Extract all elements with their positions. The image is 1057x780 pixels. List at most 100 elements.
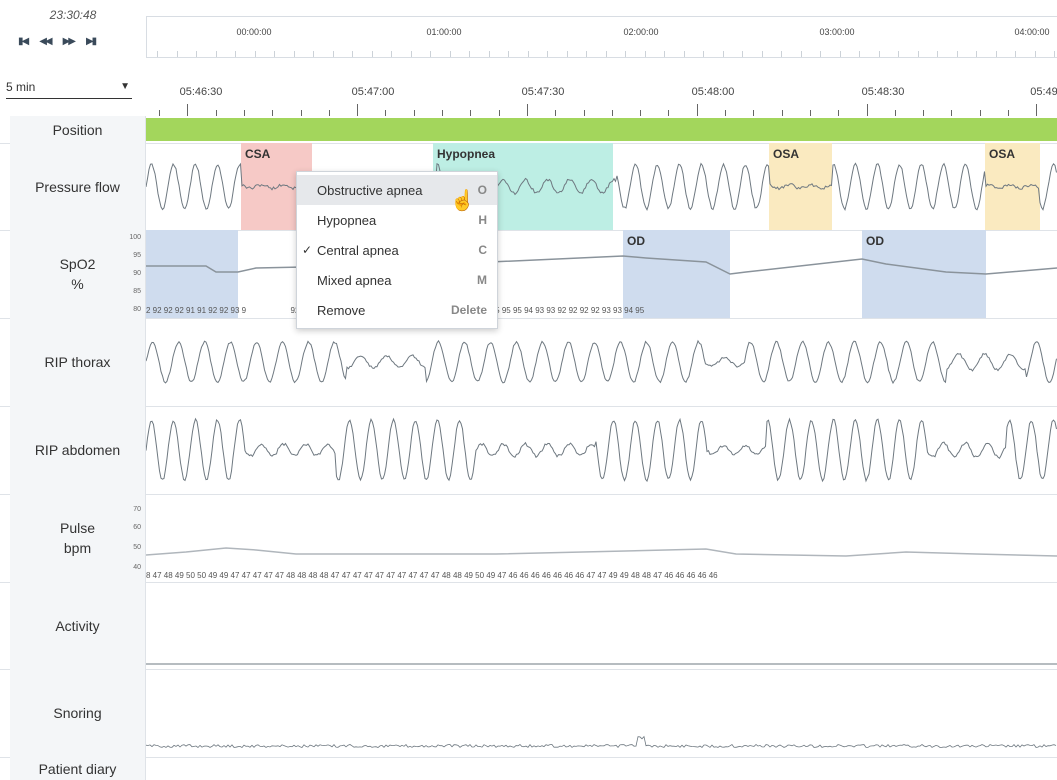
channel-unit: % [71,276,84,292]
time-label: 05:48:30 [861,86,905,98]
menu-item-central-apnea[interactable]: ✓ Central apnea C [297,235,497,265]
overview-tick [742,51,743,57]
scale-label: 70 [133,506,141,513]
event-od[interactable] [623,230,730,318]
overview-tick [625,51,626,57]
time-tick [187,104,189,116]
channel-label: SpO2 [59,256,96,272]
time-label: 05:46:30 [179,86,223,98]
time-tick [640,110,642,116]
overview-tick [859,51,860,57]
overview-tick [761,51,763,57]
time-tick [498,110,500,116]
signal-plot-svg[interactable]: CSA Hypopnea OSA OSA OD OD 2 92 92 92 91… [146,116,1057,780]
time-tick [159,110,160,116]
overview-tick [703,51,704,57]
overview-tick [566,51,568,57]
time-tick [413,110,415,116]
overview-tick [586,51,587,57]
menu-item-mixed-apnea[interactable]: Mixed apnea M [297,265,497,295]
overview-tick [605,51,607,57]
overview-tick [937,51,938,57]
overview-tick [820,51,821,57]
menu-item-label: Obstructive apnea [317,182,423,198]
menu-item-remove[interactable]: Remove Delete [297,295,497,325]
overview-tick [800,51,802,57]
channel-label: Pressure flow [10,143,146,230]
position-bar [146,118,1057,141]
menu-item-shortcut: O [477,183,487,197]
scale-label: 90 [133,270,141,277]
overview-label: 02:00:00 [623,27,659,37]
overview-tick [683,51,685,57]
pulse-trace [146,547,1057,557]
time-tick [979,110,981,116]
time-tick [526,104,528,116]
channel-label-box: SpO2 % 100 95 90 85 80 [10,230,146,318]
scale-label: 95 [133,252,141,259]
time-tick [611,110,613,116]
channel-label: RIP abdomen [10,406,146,494]
menu-item-hypopnea[interactable]: Hypopnea H [297,205,497,235]
menu-item-shortcut: Delete [450,303,487,317]
menu-item-obstructive-apnea[interactable]: Obstructive apnea O [297,175,497,205]
time-axis: 05:46:30 05:47:00 05:47:30 05:48:00 05:4… [146,76,1057,116]
channel-spo2: SpO2 % 100 95 90 85 80 [0,230,1057,319]
event-spo2-desat[interactable] [146,230,238,318]
overview-tick [235,51,236,57]
overview-tick [313,51,314,57]
time-tick [243,110,245,116]
overview-tick [995,51,997,57]
overview-tick [293,51,295,57]
event-label-hypopnea: Hypopnea [437,147,495,161]
overview-tick [839,51,841,57]
event-od[interactable] [862,230,986,318]
time-tick [923,110,925,116]
menu-item-label: Hypopnea [317,212,377,228]
time-tick [809,110,811,116]
event-osa[interactable] [769,143,832,230]
time-tick [781,110,783,116]
overview-tick [547,51,548,57]
overview-tick [449,51,451,57]
overview-tick [488,51,490,57]
snoring-trace [146,735,1057,749]
time-tick [215,110,217,116]
skip-to-end-icon[interactable]: ▶▮ [85,36,97,47]
menu-item-shortcut: H [478,213,487,227]
time-tick [894,110,896,116]
time-tick [272,110,274,116]
skip-to-start-icon[interactable]: ▮◀ [18,36,29,47]
overview-tick [1015,51,1016,57]
overview-tick [508,51,509,57]
chevron-down-icon: ▼ [120,81,130,92]
time-tick [753,110,755,116]
signal-plot-area[interactable]: CSA Hypopnea OSA OSA OD OD 2 92 92 92 91… [146,116,1057,780]
scale-label: 50 [133,544,141,551]
event-label-osa: OSA [989,147,1015,161]
channel-unit: bpm [63,540,92,556]
time-label: 05:49 [1030,86,1057,98]
time-label: 05:47:00 [351,86,395,98]
event-label-osa: OSA [773,147,799,161]
pulse-values: 8 47 48 49 50 50 49 49 47 47 47 47 47 48… [146,571,718,580]
time-tick [1008,110,1009,116]
time-tick [1036,104,1038,116]
channel-snoring: Snoring [0,669,1057,758]
overview-tick [956,51,958,57]
window-length-select[interactable]: 5 min ▼ [6,80,132,99]
channel-label-box: Pulse bpm 70 60 50 40 [10,494,146,582]
fast-forward-icon[interactable]: ▶▶ [62,36,76,47]
overview-tick [898,51,899,57]
overview-tick [527,51,529,57]
overview-tick [781,51,782,57]
time-label: 05:48:00 [691,86,735,98]
overview-timeline[interactable]: 00:00:00 01:00:00 02:00:00 03:00:00 04:0… [146,16,1057,58]
rewind-icon[interactable]: ◀◀ [39,36,52,47]
overview-tick [976,51,977,57]
channel-rip-thorax: RIP thorax [0,318,1057,407]
overview-label: 04:00:00 [1014,27,1050,37]
overview-tick [1054,51,1055,57]
time-tick [357,104,359,116]
overview-tick [644,51,646,57]
